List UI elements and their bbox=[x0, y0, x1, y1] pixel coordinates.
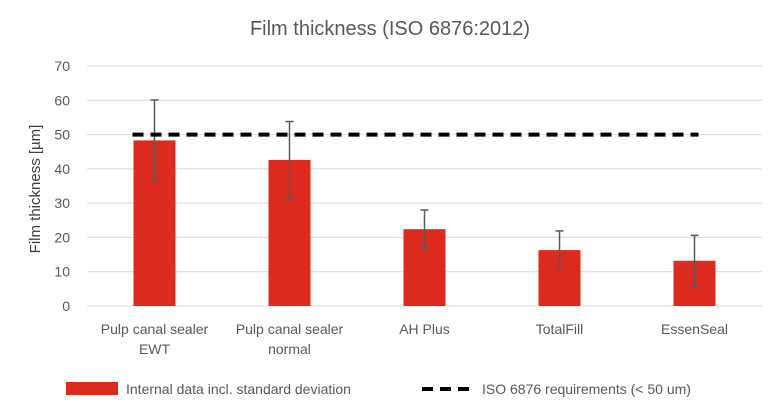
y-tick-label-0: 0 bbox=[62, 298, 70, 314]
legend: Internal data incl. standard deviation I… bbox=[66, 381, 691, 397]
chart-title: Film thickness (ISO 6876:2012) bbox=[250, 18, 530, 40]
x-tick-labels: Pulp canal sealer EWT Pulp canal sealer nor… bbox=[101, 321, 728, 357]
error-bar-0 bbox=[150, 99, 159, 182]
x-tick-label-line: Pulp canal sealer bbox=[101, 321, 209, 337]
y-tick-label-70: 70 bbox=[54, 58, 70, 74]
y-tick-label-20: 20 bbox=[54, 229, 70, 245]
x-tick-label-1: Pulp canal sealer normal bbox=[236, 321, 344, 357]
x-tick-label-line: Pulp canal sealer bbox=[236, 321, 344, 337]
y-axis-title: Film thickness [µm] bbox=[27, 125, 44, 254]
error-bar-2 bbox=[420, 209, 429, 250]
x-tick-label-line: AH Plus bbox=[399, 321, 450, 337]
legend-swatch-internal-data bbox=[66, 382, 118, 395]
y-tick-label-30: 30 bbox=[54, 195, 70, 211]
error-bar-3 bbox=[555, 230, 564, 271]
error-bar-1 bbox=[285, 120, 294, 200]
y-tick-labels: 0 10 20 30 40 50 60 70 bbox=[54, 58, 70, 314]
legend-label-iso-requirement: ISO 6876 requirements (< 50 um) bbox=[482, 381, 691, 397]
x-tick-label-0: Pulp canal sealer EWT bbox=[101, 321, 209, 357]
y-tick-label-50: 50 bbox=[54, 127, 70, 143]
x-tick-label-4: EssenSeal bbox=[661, 321, 728, 337]
error-bars bbox=[150, 99, 699, 287]
bars bbox=[133, 140, 716, 306]
legend-label-internal-data: Internal data incl. standard deviation bbox=[126, 381, 351, 397]
x-tick-label-line: TotalFill bbox=[536, 321, 583, 337]
x-tick-label-line: EWT bbox=[139, 341, 171, 357]
y-tick-label-10: 10 bbox=[54, 264, 70, 280]
x-tick-label-2: AH Plus bbox=[399, 321, 450, 337]
x-tick-label-line: normal bbox=[268, 341, 311, 357]
y-tick-label-40: 40 bbox=[54, 161, 70, 177]
error-bar-4 bbox=[690, 234, 699, 287]
y-tick-label-60: 60 bbox=[54, 92, 70, 108]
x-tick-label-3: TotalFill bbox=[536, 321, 583, 337]
x-tick-label-line: EssenSeal bbox=[661, 321, 728, 337]
